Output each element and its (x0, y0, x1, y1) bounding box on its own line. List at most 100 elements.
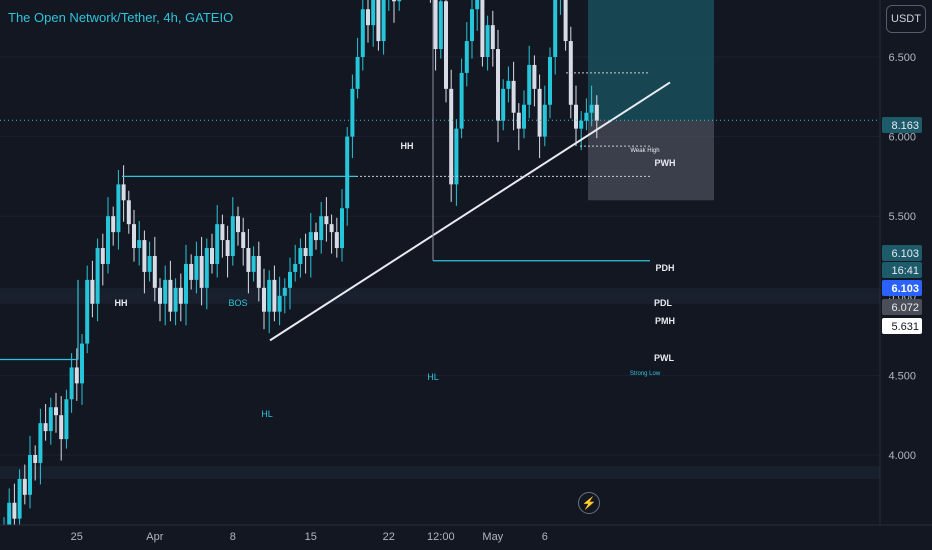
time-tick-label: 6 (542, 531, 548, 543)
price-tick-label: 6.500 (888, 52, 916, 64)
candle-body (303, 248, 308, 256)
candle-body (563, 0, 568, 42)
candle-body (392, 0, 396, 2)
candle-body (225, 240, 230, 256)
price-label: 16:41 (891, 265, 919, 277)
price-label-box (882, 245, 922, 261)
price-tick-label: 4.500 (888, 370, 916, 382)
candle-body (126, 200, 131, 225)
candle-body (178, 287, 183, 304)
time-tick-label: May (482, 531, 503, 543)
candle-body (246, 248, 251, 272)
candle-body (579, 120, 584, 129)
annotation-label: PMH (655, 316, 675, 326)
candle-body (28, 455, 32, 495)
price-tick-label: 6.000 (888, 132, 916, 144)
price-label-box (882, 262, 922, 278)
candle-body (501, 88, 506, 121)
lightning-icon[interactable]: ⚡ (578, 492, 600, 514)
candle-body (506, 80, 511, 89)
time-axis[interactable]: 25 Apr 8 15 22 12:00 May 6 (71, 531, 548, 543)
candle-body (38, 423, 43, 463)
currency-button[interactable]: USDT (886, 5, 926, 33)
candle-body (438, 1, 443, 50)
candle-body (433, 0, 438, 50)
candle-body (371, 0, 376, 26)
candle-body (464, 41, 469, 73)
candle-body (7, 502, 12, 527)
candle-body (314, 232, 318, 241)
candle-body (298, 248, 303, 264)
price-label-box (882, 117, 922, 133)
target-zone (588, 0, 714, 121)
candle-body (256, 256, 261, 288)
candle-body (381, 0, 386, 42)
annotation-label: Strong Low (630, 371, 661, 377)
price-label: 8.163 (891, 120, 919, 132)
candle-body (282, 287, 287, 296)
price-label: 6.103 (891, 283, 919, 295)
candle-body (475, 0, 480, 10)
candle-body (350, 88, 355, 137)
candle-body (158, 287, 162, 304)
candle-body (210, 248, 214, 264)
candle-body (220, 224, 225, 241)
candle-body (194, 256, 199, 280)
candle-body (444, 1, 448, 89)
candle-body (480, 0, 485, 57)
candle-body (168, 279, 173, 312)
candle-body (230, 216, 235, 256)
time-tick-label: 12:00 (427, 531, 455, 543)
annotation-label: Weak High (630, 148, 659, 154)
candle-body (48, 407, 53, 432)
candle-body (594, 104, 599, 121)
price-label: 6.103 (891, 248, 919, 260)
price-tick-label: 4.000 (888, 450, 916, 462)
price-tick-label: 5.500 (888, 211, 916, 223)
candle-body (121, 184, 126, 201)
annotation-label: HL (427, 372, 439, 382)
candle-body (132, 224, 136, 249)
candle-body (574, 104, 578, 129)
candle-body (340, 208, 344, 249)
candle-body (85, 279, 90, 344)
candle-body (54, 407, 58, 416)
annotations-layer: HH BOS HH Weak High PWH PDH PDL PMH PWL Strong Lo… (115, 141, 676, 419)
price-label-box (882, 299, 922, 315)
candle-body (334, 232, 339, 249)
annotation-label: PWL (654, 353, 674, 363)
annotation-label: HL (261, 409, 273, 419)
candle-body (69, 367, 74, 400)
candle-body (496, 49, 500, 121)
candle-body (345, 136, 350, 209)
price-label-box (882, 318, 922, 334)
candle-body (490, 25, 495, 50)
candle-body (142, 240, 147, 272)
candle-body (553, 0, 558, 58)
candle-body (64, 399, 69, 440)
price-label-box (882, 280, 922, 296)
candle-body (173, 287, 178, 312)
support-band (0, 466, 880, 479)
candle-body (527, 64, 532, 105)
candle-body (548, 57, 552, 105)
annotation-label: PWH (655, 158, 676, 168)
time-axis-panel (0, 525, 932, 550)
candle-body (267, 279, 272, 312)
annotation-label: PDL (654, 298, 673, 308)
time-tick-label: 22 (383, 531, 395, 543)
price-label: 5.631 (891, 321, 919, 333)
candle-body (251, 256, 256, 272)
candle-body (116, 184, 121, 233)
candle-body (584, 112, 589, 121)
annotation-label: HH (115, 298, 128, 308)
candle-body (137, 240, 142, 249)
candle-body (80, 343, 84, 384)
candle-body (147, 256, 152, 272)
ascending-trendline (269, 81, 671, 342)
candle-body (262, 287, 266, 312)
candle-body (522, 104, 526, 129)
zones-layer (0, 0, 880, 479)
candle-body (324, 216, 329, 225)
